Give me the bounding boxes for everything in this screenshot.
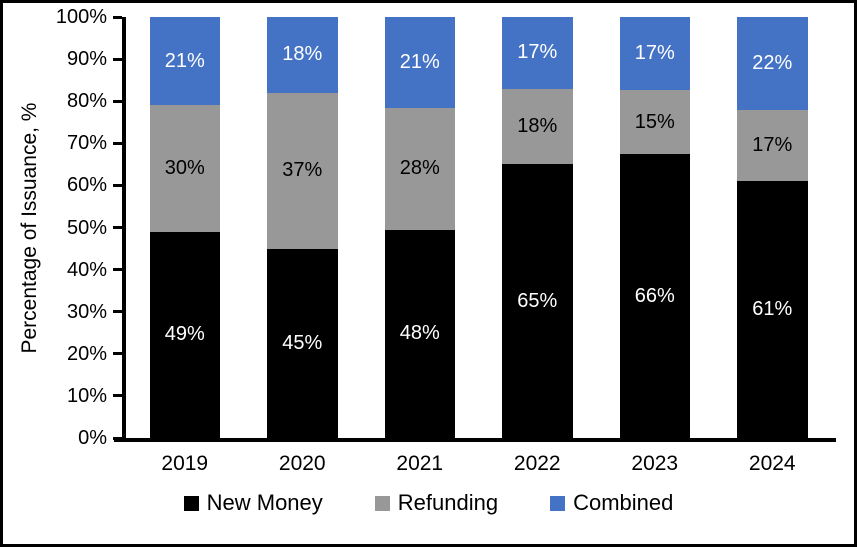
y-tick-mark — [113, 57, 122, 61]
bar-segment-label: 28% — [399, 157, 440, 180]
bar-segment-label: 37% — [282, 159, 323, 182]
bar-segment-label: 17% — [752, 133, 793, 156]
bar-segment-combined: 21% — [149, 17, 220, 106]
bar-slot-2020: 45% 37% 18% — [244, 17, 362, 438]
legend-label: New Money — [206, 490, 323, 515]
bar-segment-label: 17% — [517, 41, 558, 64]
bar-segment-refunding: 30% — [149, 105, 220, 232]
bar-segment-new-money: 49% — [149, 231, 220, 438]
legend-item-refunding: Refunding — [374, 490, 499, 516]
bar-slot-2024: 61% 17% 22% — [714, 17, 832, 438]
y-tick-label: 0% — [78, 427, 107, 449]
y-tick-label: 60% — [66, 174, 107, 197]
bar-segment-label: 18% — [282, 43, 323, 66]
bar-segment-new-money: 66% — [619, 154, 690, 438]
bar-segment-new-money: 48% — [384, 229, 455, 438]
legend-item-new-money: New Money — [183, 490, 323, 516]
bar-segment-label: 22% — [752, 51, 793, 74]
y-axis-line — [122, 17, 126, 442]
legend: New Money Refunding Combined — [3, 490, 854, 516]
y-tick-label: 50% — [66, 216, 107, 239]
x-tick-label-2021: 2021 — [396, 452, 444, 475]
bar-slot-2022: 65% 18% 17% — [479, 17, 597, 438]
bar-slot-2023: 66% 15% 17% — [596, 17, 714, 438]
y-tick-mark — [113, 183, 122, 187]
bar-segment-combined: 17% — [502, 17, 573, 89]
bar-2020: 45% 37% 18% — [267, 17, 338, 438]
y-tick-mark — [113, 310, 122, 314]
x-axis-line — [114, 438, 836, 442]
bar-segment-new-money: 65% — [502, 164, 573, 438]
legend-label: Refunding — [397, 490, 499, 515]
bar-2022: 65% 18% 17% — [502, 17, 573, 438]
x-tick-label-2022: 2022 — [513, 452, 561, 475]
y-tick-label: 30% — [66, 300, 107, 323]
bar-2019: 49% 30% 21% — [149, 17, 220, 438]
bar-segment-combined: 18% — [267, 17, 338, 93]
bar-2023: 66% 15% 17% — [619, 17, 690, 438]
bar-segment-combined: 22% — [737, 17, 808, 110]
bar-2021: 48% 28% 21% — [384, 17, 455, 438]
x-tick-label-2019: 2019 — [161, 452, 209, 475]
y-tick-mark — [113, 394, 122, 398]
bar-segment-refunding: 15% — [619, 90, 690, 155]
y-tick-mark — [113, 15, 122, 19]
y-tick-mark — [113, 141, 122, 145]
bar-segment-label: 21% — [164, 49, 205, 72]
y-tick-mark — [113, 268, 122, 272]
bar-segment-label: 30% — [164, 157, 205, 180]
bar-segment-refunding: 28% — [384, 108, 455, 230]
bar-segment-refunding: 37% — [267, 92, 338, 249]
bar-segment-combined: 17% — [619, 17, 690, 91]
legend-swatch-icon — [550, 495, 566, 511]
bar-segment-label: 48% — [399, 322, 440, 345]
y-tick-mark — [113, 226, 122, 229]
bar-segment-label: 66% — [634, 284, 675, 307]
y-axis: 0% 10% 20% 30% 40% 50% 60% 70% 80% 90% 100% — [3, 6, 122, 449]
bar-segment-combined: 21% — [384, 17, 455, 109]
y-tick-label: 10% — [66, 384, 107, 407]
x-tick-label-2024: 2024 — [748, 452, 796, 475]
bar-segment-refunding: 17% — [737, 109, 808, 182]
bar-2024: 61% 17% 22% — [737, 17, 808, 438]
y-tick-label: 70% — [66, 132, 107, 155]
y-tick-label: 90% — [66, 48, 107, 71]
legend-swatch-icon — [183, 495, 199, 511]
bar-segment-label: 49% — [164, 323, 205, 346]
bar-segment-label: 61% — [752, 298, 793, 321]
bar-segment-label: 15% — [634, 110, 675, 133]
bar-segment-label: 18% — [517, 114, 558, 137]
y-tick-label: 100% — [55, 6, 107, 28]
bar-segment-label: 45% — [282, 331, 323, 354]
bar-slot-2021: 48% 28% 21% — [361, 17, 479, 438]
y-tick-mark — [113, 99, 122, 103]
x-tick-label-2023: 2023 — [631, 452, 679, 475]
x-tick-label-2020: 2020 — [278, 452, 326, 475]
bar-segment-refunding: 18% — [502, 88, 573, 165]
bar-segment-label: 17% — [634, 42, 675, 65]
y-tick-label: 80% — [66, 90, 107, 113]
legend-swatch-icon — [374, 495, 390, 511]
bar-segment-new-money: 45% — [267, 248, 338, 438]
x-axis-labels: 2019 2020 2021 2022 2023 2024 — [126, 452, 831, 476]
y-tick-label: 40% — [66, 258, 107, 281]
legend-label: Combined — [573, 490, 674, 515]
bar-slot-2019: 49% 30% 21% — [126, 17, 244, 438]
y-tick-label: 20% — [66, 342, 107, 365]
bar-segment-label: 65% — [517, 289, 558, 312]
bar-segment-label: 21% — [399, 51, 440, 74]
legend-item-combined: Combined — [550, 490, 673, 516]
bar-segment-new-money: 61% — [737, 181, 808, 438]
plot-area: 49% 30% 21% 45% 37% 18% 48% 28% 21% 65% 18% 17% 66% 1… — [126, 17, 831, 438]
y-tick-mark — [113, 352, 122, 356]
